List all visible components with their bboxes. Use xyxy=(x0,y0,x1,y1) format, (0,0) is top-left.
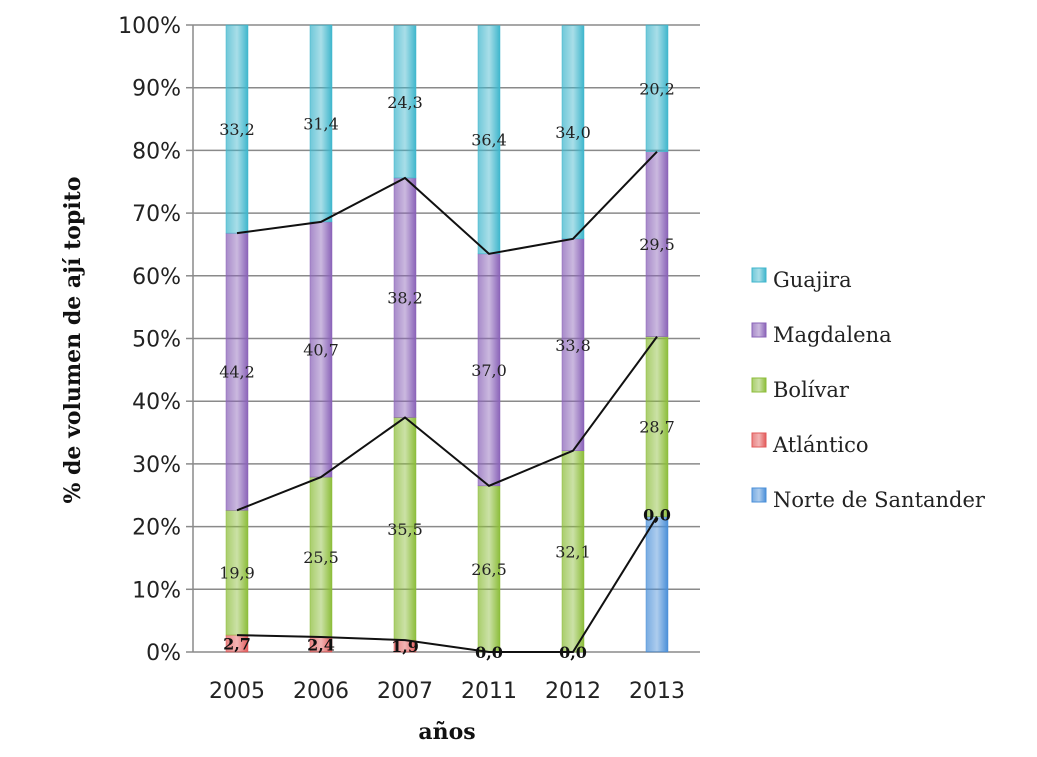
bars xyxy=(225,24,669,653)
bar-norte-de-santander-2013 xyxy=(645,516,669,653)
data-label-bolivar-2006: 25,5 xyxy=(303,548,339,567)
y-axis-title: % de volumen de ají topito xyxy=(60,176,86,503)
series-lines xyxy=(236,150,658,653)
y-tick-label: 50% xyxy=(132,328,181,353)
data-label-magdalena-2012: 33,8 xyxy=(555,336,591,355)
data-label-guajira-2005: 33,2 xyxy=(219,120,255,139)
legend-label-norte-de-santander: Norte de Santander xyxy=(773,488,986,512)
x-axis-title: años xyxy=(418,719,475,745)
data-label-guajira-2006: 31,4 xyxy=(303,114,339,133)
legend-swatch-atlantico xyxy=(751,432,767,448)
data-label-guajira-2013: 20,2 xyxy=(639,79,675,98)
axes: 0% 10% 20% 30% 40% 50% 60% 70% 80% 90% 100% 2005 200… xyxy=(118,14,685,704)
x-tick-label-2006: 2006 xyxy=(293,679,349,704)
data-label-magdalena-2013: 29,5 xyxy=(639,235,675,254)
data-label-guajira-2012: 34,0 xyxy=(555,123,591,142)
bar-guajira-2013 xyxy=(645,24,669,152)
x-tick-label-2011: 2011 xyxy=(461,679,517,704)
data-label-atlantico-2005: 2,7 xyxy=(223,635,251,654)
data-label-atlantico-2006: 2,4 xyxy=(307,635,335,654)
data-label-bolivar-2011: 26,5 xyxy=(471,560,507,579)
data-labels: 0,0 2,7 2,4 1,9 0,0 0,0 19,9 25,5 35,5 26,5 32,1 28… xyxy=(219,79,675,662)
x-tick-label-2013: 2013 xyxy=(629,679,685,704)
y-tick-label: 30% xyxy=(132,453,181,478)
data-label-guajira-2007: 24,3 xyxy=(387,93,423,112)
data-label-magdalena-2005: 44,2 xyxy=(219,363,255,382)
y-tick-label: 20% xyxy=(132,516,181,541)
legend-swatch-bolivar xyxy=(751,377,767,393)
x-tick-label-2007: 2007 xyxy=(377,679,433,704)
data-label-bolivar-2013: 28,7 xyxy=(639,418,675,437)
legend-label-atlantico: Atlántico xyxy=(772,433,869,457)
legend-swatch-norte-de-santander xyxy=(751,487,767,503)
data-label-atlantico-2007: 1,9 xyxy=(391,637,419,656)
data-label-magdalena-2011: 37,0 xyxy=(471,361,507,380)
y-tick-label: 100% xyxy=(118,14,181,39)
legend-label-bolivar: Bolívar xyxy=(773,378,850,402)
y-tick-label: 0% xyxy=(146,641,181,666)
x-tick-label-2005: 2005 xyxy=(209,679,265,704)
legend-swatch-magdalena xyxy=(751,322,767,338)
data-label-magdalena-2007: 38,2 xyxy=(387,289,423,308)
data-label-bolivar-2005: 19,9 xyxy=(219,564,255,583)
legend-label-magdalena: Magdalena xyxy=(773,323,892,347)
series-line-atlantico xyxy=(236,516,658,653)
data-label-guajira-2011: 36,4 xyxy=(471,131,507,150)
data-label-magdalena-2006: 40,7 xyxy=(303,340,339,359)
x-tick-label-2012: 2012 xyxy=(545,679,601,704)
y-tick-label: 80% xyxy=(132,139,181,164)
legend-swatch-guajira xyxy=(751,267,767,283)
series-line-bolivar xyxy=(236,336,658,512)
data-label-bolivar-2007: 35,5 xyxy=(387,520,423,539)
y-tick-label: 60% xyxy=(132,265,181,290)
data-label-atlantico-2012: 0,0 xyxy=(559,643,587,662)
data-label-atlantico-2011: 0,0 xyxy=(475,643,503,662)
legend-label-guajira: Guajira xyxy=(773,268,852,292)
y-tick-label: 10% xyxy=(132,578,181,603)
gridlines xyxy=(193,24,700,653)
y-tick-label: 90% xyxy=(132,77,181,102)
y-tick-label: 40% xyxy=(132,390,181,415)
y-tick-label: 70% xyxy=(132,202,181,227)
data-label-bolivar-2012: 32,1 xyxy=(555,542,591,561)
legend: Guajira Magdalena Bolívar Atlántico Norte de… xyxy=(751,267,986,512)
data-label-norte-de-santander-2013: 0,0 xyxy=(643,506,671,525)
series-line-magdalena xyxy=(236,150,658,255)
